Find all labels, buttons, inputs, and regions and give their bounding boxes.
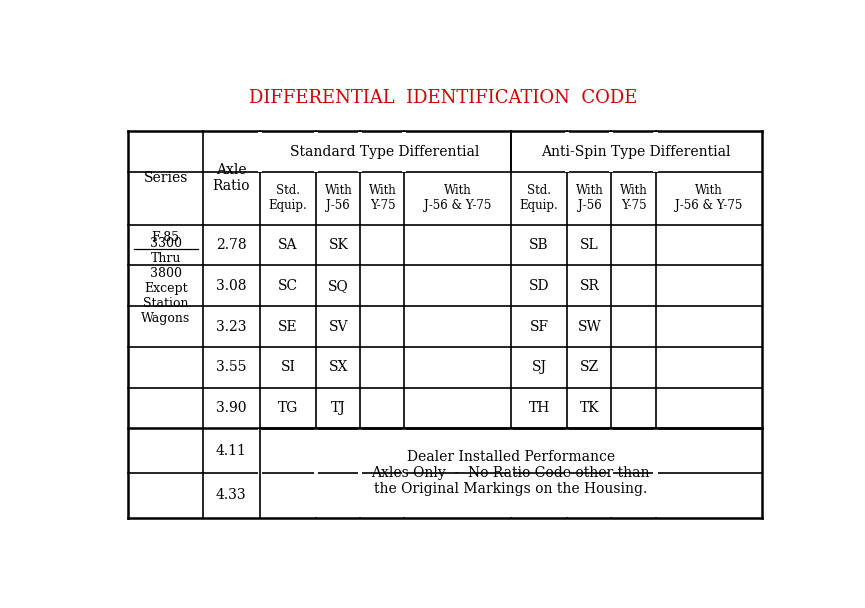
Text: 4.11: 4.11 — [216, 444, 247, 458]
Text: 4.33: 4.33 — [216, 488, 247, 502]
Text: F-85: F-85 — [151, 231, 180, 244]
Text: Standard Type Differential: Standard Type Differential — [291, 145, 480, 159]
Bar — [653, 132, 657, 172]
Text: SC: SC — [278, 279, 298, 293]
Bar — [258, 429, 262, 517]
Text: SE: SE — [279, 320, 298, 334]
Text: TG: TG — [278, 401, 298, 415]
Text: SI: SI — [280, 361, 296, 375]
Bar — [566, 429, 569, 517]
Text: SV: SV — [329, 320, 348, 334]
Text: Anti-Spin Type Differential: Anti-Spin Type Differential — [541, 145, 731, 159]
Text: SB: SB — [529, 238, 549, 252]
Text: 3.08: 3.08 — [216, 279, 247, 293]
Text: 3300
Thru
3800
Except
Station
Wagons: 3300 Thru 3800 Except Station Wagons — [141, 237, 190, 325]
Text: 3.55: 3.55 — [216, 361, 247, 375]
Text: With
J-56 & Y-75: With J-56 & Y-75 — [424, 184, 491, 212]
Text: SK: SK — [329, 238, 349, 252]
Bar — [258, 132, 262, 172]
Text: SQ: SQ — [328, 279, 349, 293]
Text: With
J-56: With J-56 — [324, 184, 352, 212]
Text: TH: TH — [529, 401, 549, 415]
Text: With
J-56: With J-56 — [575, 184, 603, 212]
Text: TJ: TJ — [331, 401, 346, 415]
Text: SZ: SZ — [580, 361, 599, 375]
Bar — [610, 132, 613, 172]
Text: With
J-56 & Y-75: With J-56 & Y-75 — [675, 184, 742, 212]
Text: SF: SF — [529, 320, 548, 334]
Text: Series: Series — [144, 171, 188, 185]
Bar — [314, 132, 318, 172]
Text: SA: SA — [279, 238, 298, 252]
Text: SX: SX — [329, 361, 348, 375]
Text: Std.
Equip.: Std. Equip. — [520, 184, 559, 212]
Text: SL: SL — [580, 238, 599, 252]
Text: With
Y-75: With Y-75 — [368, 184, 396, 212]
Bar — [402, 429, 407, 517]
Text: 3.23: 3.23 — [216, 320, 247, 334]
Text: With
Y-75: With Y-75 — [619, 184, 647, 212]
Text: TK: TK — [580, 401, 599, 415]
Bar — [314, 429, 318, 517]
Text: Std.
Equip.: Std. Equip. — [269, 184, 307, 212]
Bar — [653, 429, 657, 517]
Text: SJ: SJ — [531, 361, 547, 375]
Text: 2.78: 2.78 — [216, 238, 247, 252]
Bar — [358, 132, 362, 172]
Text: Dealer Installed Performance
Axles Only  -  No Ratio Code other than
the Origina: Dealer Installed Performance Axles Only … — [371, 450, 650, 496]
Text: SD: SD — [529, 279, 549, 293]
Bar — [610, 429, 613, 517]
Text: DIFFERENTIAL  IDENTIFICATION  CODE: DIFFERENTIAL IDENTIFICATION CODE — [249, 89, 638, 108]
Bar — [402, 132, 407, 172]
Text: SW: SW — [578, 320, 601, 334]
Text: 3.90: 3.90 — [216, 401, 247, 415]
Text: Axle
Ratio: Axle Ratio — [213, 163, 250, 193]
Bar — [509, 429, 513, 517]
Bar — [358, 429, 362, 517]
Text: SR: SR — [580, 279, 599, 293]
Bar — [566, 132, 569, 172]
